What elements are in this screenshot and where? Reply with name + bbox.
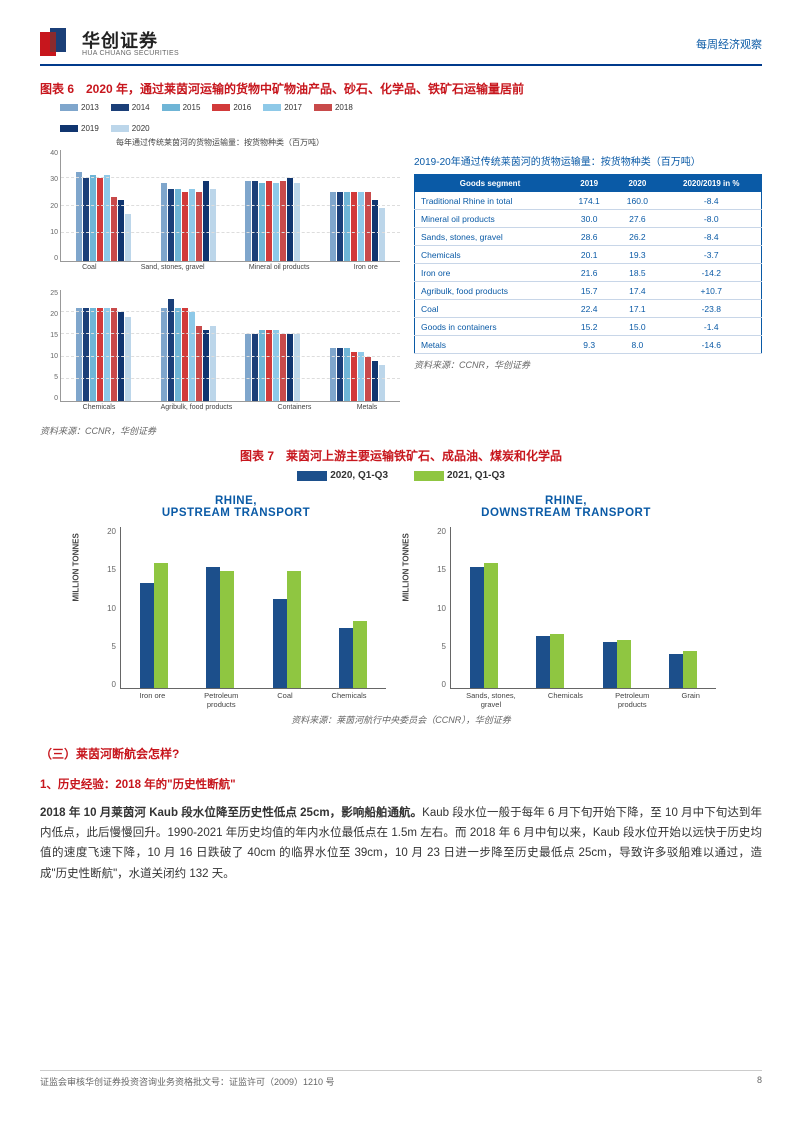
fig6-table: Goods segment201920202020/2019 in %Tradi… (414, 174, 762, 354)
logo-icon (40, 28, 76, 60)
logo-text-cn: 华创证券 (82, 32, 179, 50)
logo: 华创证券 HUA CHUANG SECURITIES (40, 28, 179, 60)
logo-text-en: HUA CHUANG SECURITIES (82, 50, 179, 57)
page-number: 8 (757, 1075, 762, 1088)
fig6-chart-bottom: 2520151050ChemicalsAgribulk, food produc… (40, 290, 400, 420)
fig6-subtitle: 每年通过传统莱茵河的货物运输量：按货物种类（百万吨） (40, 137, 400, 148)
page-footer: 证监会审核华创证券投资咨询业务资格批文号：证监许可（2009）1210 号 8 (40, 1070, 762, 1088)
body-paragraph: 2018 年 10 月莱茵河 Kaub 段水位降至历史性低点 25cm，影响船舶… (40, 803, 762, 884)
fig6-legend: 20132014201520162017201820192020 (40, 103, 400, 133)
fig7-source: 资料来源：莱茵河航行中央委员会（CCNR），华创证券 (40, 713, 762, 726)
section-heading: （三）莱茵河断航会怎样? (40, 744, 762, 765)
header-category: 每周经济观察 (696, 36, 762, 52)
fig7-left-chart: MILLION TONNES20151050Iron orePetroleump… (86, 527, 386, 707)
fig6-source-left: 资料来源：CCNR，华创证券 (40, 424, 400, 437)
figure-7-title: 图表 7 莱茵河上游主要运输铁矿石、成品油、煤炭和化学品 (40, 447, 762, 464)
fig6-table-title: 2019-20年通过传统莱茵河的货物运输量：按货物种类（百万吨） (414, 153, 762, 168)
fig7-legend: 2020, Q1-Q32021, Q1-Q3 (40, 470, 762, 481)
fig7-left-title: RHINE,UPSTREAM TRANSPORT (86, 495, 386, 519)
page-header: 华创证券 HUA CHUANG SECURITIES 每周经济观察 (40, 28, 762, 66)
paragraph-lead: 2018 年 10 月莱茵河 Kaub 段水位降至历史性低点 25cm，影响船舶… (40, 807, 422, 819)
subsection-heading: 1、历史经验：2018 年的"历史性断航" (40, 775, 762, 795)
fig6-source-right: 资料来源：CCNR，华创证券 (414, 358, 762, 371)
fig7-right-title: RHINE,DOWNSTREAM TRANSPORT (416, 495, 716, 519)
footer-disclaimer: 证监会审核华创证券投资咨询业务资格批文号：证监许可（2009）1210 号 (40, 1075, 335, 1088)
fig6-chart-top: 403020100CoalSand, stones, gravelMineral… (40, 150, 400, 280)
fig7-right-chart: MILLION TONNES20151050Sands, stones,grav… (416, 527, 716, 707)
figure-6-title: 图表 6 2020 年，通过莱茵河运输的货物中矿物油产品、砂石、化学品、铁矿石运… (40, 80, 762, 97)
